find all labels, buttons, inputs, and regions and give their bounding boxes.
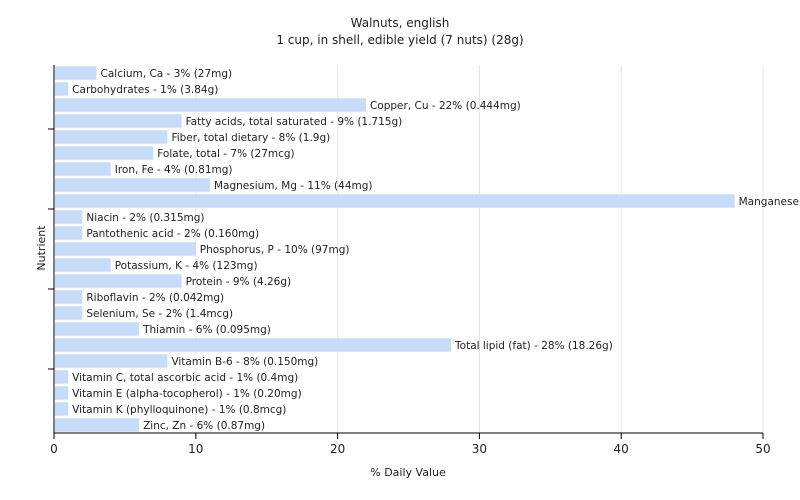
bar: [55, 98, 366, 112]
bar: [55, 418, 140, 432]
x-tick-label: 40: [614, 442, 629, 456]
bar-label: Folate, total - 7% (27mcg): [157, 148, 294, 160]
bar-label: Magnesium, Mg - 11% (44mg): [214, 180, 373, 192]
bar-label: Calcium, Ca - 3% (27mg): [101, 68, 233, 80]
bar-label: Niacin - 2% (0.315mg): [86, 212, 204, 224]
bar: [55, 146, 154, 160]
bar: [55, 130, 168, 144]
bar: [55, 306, 83, 320]
bar-label: Manganese, Mn - 48% (0.956mg): [739, 196, 800, 208]
bar-label: Vitamin B-6 - 8% (0.150mg): [171, 356, 318, 368]
x-tick-labels: 0 10 20 30 40 50: [50, 442, 770, 456]
bar-label: Riboflavin - 2% (0.042mg): [86, 292, 224, 304]
bar: [55, 82, 69, 96]
bar-label: Fiber, total dietary - 8% (1.9g): [171, 132, 330, 144]
bar: [55, 226, 83, 240]
x-tick-label: 0: [50, 442, 58, 456]
bar: [55, 290, 83, 304]
bar-label: Vitamin K (phylloquinone) - 1% (0.8mcg): [72, 404, 286, 416]
bar: [55, 354, 168, 368]
bar-label: Thiamin - 6% (0.095mg): [142, 324, 271, 336]
bars: [55, 66, 735, 432]
bar: [55, 242, 196, 256]
bar-label: Copper, Cu - 22% (0.444mg): [370, 100, 521, 112]
bar-label: Potassium, K - 4% (123mg): [115, 260, 258, 272]
y-axis-label: Nutrient: [35, 225, 48, 271]
gridlines: [195, 65, 764, 433]
bar: [55, 402, 69, 416]
bar: [55, 194, 735, 208]
x-axis-label: % Daily Value: [370, 466, 446, 479]
x-tick-label: 20: [330, 442, 345, 456]
bar: [55, 178, 210, 192]
bar-label: Vitamin E (alpha-tocopherol) - 1% (0.20m…: [72, 388, 302, 400]
bar-labels: Calcium, Ca - 3% (27mg) Carbohydrates - 1…: [72, 68, 800, 432]
bar-label: Fatty acids, total saturated - 9% (1.715…: [186, 116, 403, 128]
axes: [48, 65, 764, 439]
bar-label: Phosphorus, P - 10% (97mg): [200, 244, 350, 256]
bar: [55, 162, 111, 176]
bar-label: Total lipid (fat) - 28% (18.26g): [454, 340, 613, 352]
bar: [55, 114, 182, 128]
bar: [55, 274, 182, 288]
chart-subtitle: 1 cup, in shell, edible yield (7 nuts) (…: [276, 33, 523, 47]
bar: [55, 386, 69, 400]
bar-label: Vitamin C, total ascorbic acid - 1% (0.4…: [72, 372, 298, 384]
x-tick-label: 10: [188, 442, 203, 456]
bar-label: Pantothenic acid - 2% (0.160mg): [86, 228, 259, 240]
bar: [55, 210, 83, 224]
bar: [55, 66, 97, 80]
bar: [55, 370, 69, 384]
bar-label: Carbohydrates - 1% (3.84g): [72, 84, 218, 96]
bar-label: Zinc, Zn - 6% (0.87mg): [143, 420, 265, 432]
bar: [55, 258, 111, 272]
bar: [55, 322, 140, 336]
x-tick-label: 50: [755, 442, 770, 456]
bar-label: Iron, Fe - 4% (0.81mg): [115, 164, 233, 176]
bar: [55, 338, 452, 352]
x-tick-label: 30: [472, 442, 487, 456]
chart-title: Walnuts, english: [351, 16, 450, 30]
bar-label: Selenium, Se - 2% (1.4mcg): [86, 308, 233, 320]
bar-label: Protein - 9% (4.26g): [186, 276, 292, 288]
